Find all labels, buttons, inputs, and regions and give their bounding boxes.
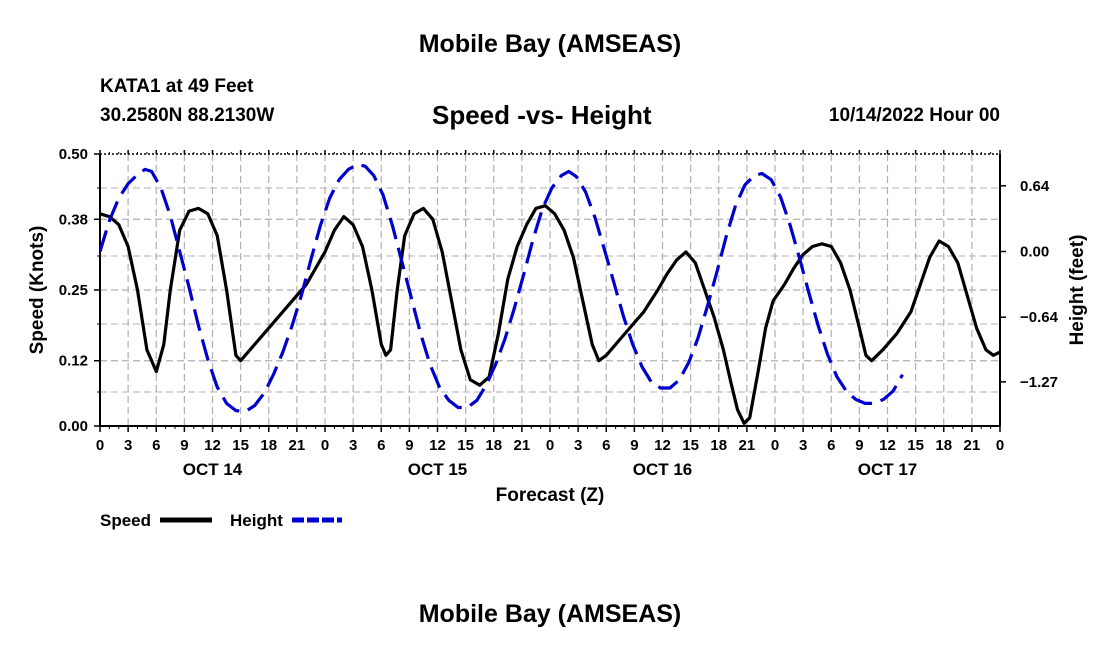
x-tick-label: 3	[124, 437, 132, 454]
x-tick-label: 0	[771, 437, 779, 454]
x-tick-label: 9	[855, 437, 863, 454]
y-tick-label: 0.38	[59, 211, 88, 228]
x-tick-label: 21	[289, 437, 306, 454]
x-tick-label: 18	[935, 437, 952, 454]
x-tick-label: 15	[907, 437, 924, 454]
x-tick-label: 6	[827, 437, 835, 454]
y2-tick-label: 0.64	[1020, 178, 1050, 195]
x-tick-label: 21	[739, 437, 756, 454]
forecast-time: 10/14/2022 Hour 00	[828, 105, 1000, 126]
x-tick-label: 6	[152, 437, 160, 454]
x-day-label: OCT 15	[408, 460, 468, 479]
x-tick-label: 3	[799, 437, 807, 454]
y-tick-label: 0.00	[59, 418, 88, 435]
y-axis-title: Speed (Knots)	[27, 226, 48, 355]
x-tick-label: 9	[630, 437, 638, 454]
x-tick-label: 6	[602, 437, 610, 454]
x-tick-label: 0	[321, 437, 329, 454]
y2-axis-title: Height (feet)	[1067, 235, 1088, 346]
x-tick-label: 12	[204, 437, 221, 454]
y2-tick-label: −0.64	[1020, 309, 1059, 326]
x-tick-label: 9	[405, 437, 413, 454]
x-tick-label: 3	[349, 437, 357, 454]
bottom-title: Mobile Bay (AMSEAS)	[418, 600, 682, 628]
x-tick-label: 9	[180, 437, 188, 454]
y-tick-label: 0.25	[59, 282, 88, 299]
legend: Speed Height	[100, 511, 342, 530]
speed-series-line	[100, 204, 1000, 425]
y-tick-label: 0.50	[59, 146, 88, 163]
y2-tick-label: −1.27	[1020, 374, 1058, 391]
station-name: KATA1 at 49 Feet	[100, 76, 254, 97]
x-tick-label: 15	[682, 437, 699, 454]
x-day-label: OCT 17	[858, 460, 918, 479]
legend-speed-label: Speed	[100, 511, 151, 530]
y2-tick-label: 0.00	[1020, 244, 1049, 261]
y-tick-label: 0.12	[59, 353, 88, 370]
x-tick-label: 0	[996, 437, 1004, 454]
x-tick-label: 12	[879, 437, 896, 454]
series-lines	[100, 162, 1000, 425]
x-day-label: OCT 14	[183, 460, 243, 479]
x-tick-label: 0	[546, 437, 554, 454]
x-tick-label: 15	[232, 437, 249, 454]
station-coordinates: 30.2580N 88.2130W	[100, 105, 275, 126]
chart-title: Speed -vs- Height	[432, 100, 652, 130]
legend-height-label: Height	[230, 511, 283, 530]
x-axis-title: Forecast (Z)	[496, 485, 605, 506]
x-tick-label: 12	[429, 437, 446, 454]
x-tick-label: 3	[574, 437, 582, 454]
x-day-label: OCT 16	[633, 460, 693, 479]
x-tick-label: 15	[457, 437, 474, 454]
main-title: Mobile Bay (AMSEAS)	[418, 30, 682, 58]
x-tick-label: 21	[964, 437, 981, 454]
x-tick-label: 18	[260, 437, 277, 454]
x-tick-label: 6	[377, 437, 385, 454]
x-tick-label: 21	[514, 437, 531, 454]
x-tick-label: 12	[654, 437, 671, 454]
x-tick-label: 18	[485, 437, 502, 454]
height-series-line	[100, 162, 904, 414]
axes: 0 3 6 9 12 15 18 21 0 3 6 9 12 15 18 21 0 3 6 9 12 15 18 21 0 3 6 9…	[27, 146, 1088, 506]
x-tick-label: 0	[96, 437, 104, 454]
x-tick-label: 18	[710, 437, 727, 454]
